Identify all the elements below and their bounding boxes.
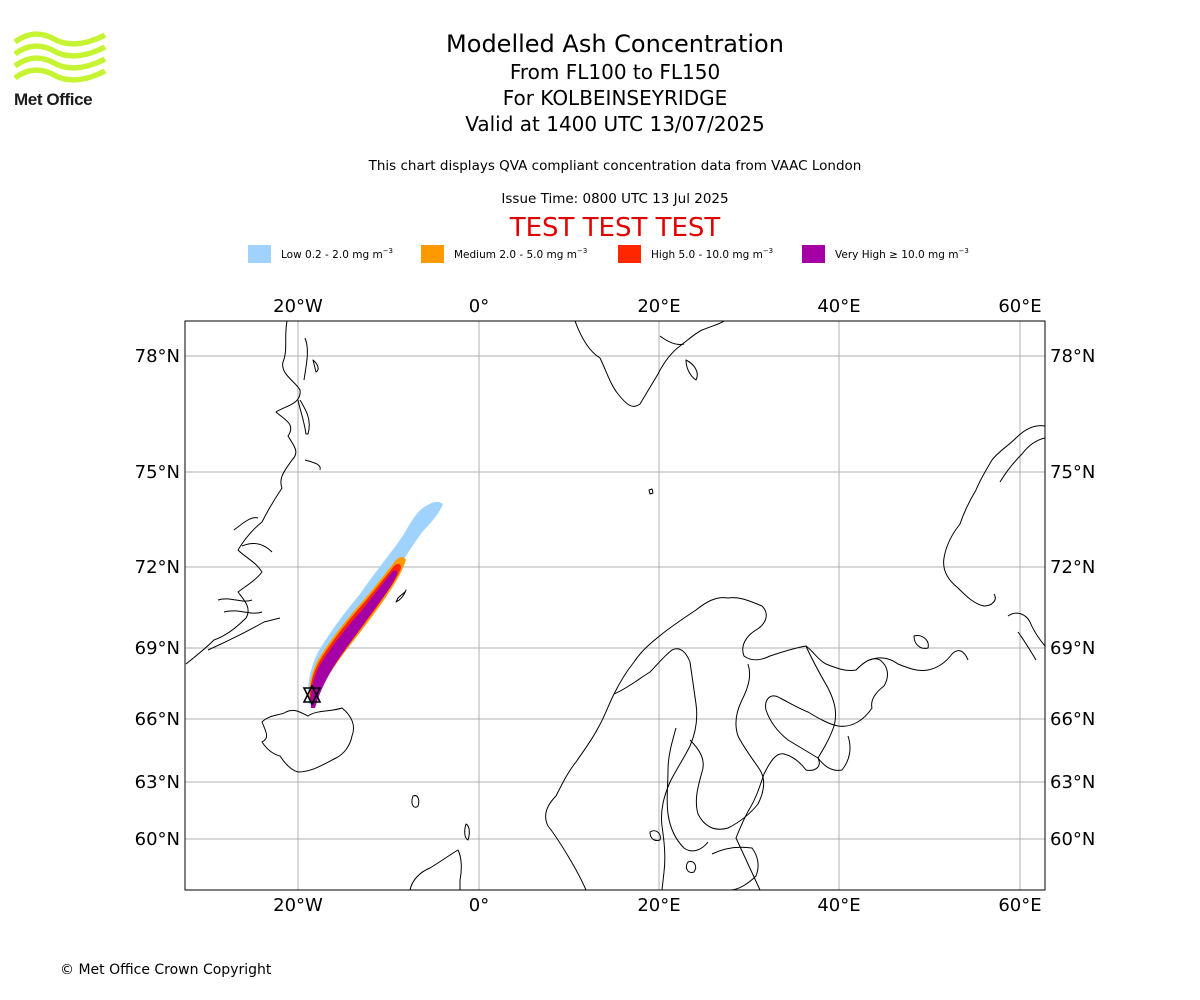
svalbard	[574, 321, 725, 407]
finland-coast	[689, 663, 765, 830]
legend-item-medium: Medium 2.0 - 5.0 mg m−3	[421, 244, 587, 264]
legend-item-very-high: Very High ≥ 10.0 mg m−3	[802, 244, 969, 264]
lat-tick-label: 66°N	[135, 709, 180, 730]
lon-tick-label: 20°E	[637, 296, 680, 317]
lat-tick-label: 69°N	[135, 638, 180, 659]
lon-tick-label: 20°W	[273, 895, 323, 916]
scandinavia-coast	[545, 597, 888, 890]
lat-tick-label: 75°N	[135, 462, 180, 483]
lon-tick-label: 20°E	[637, 895, 680, 916]
chart-title: Modelled Ash Concentration	[446, 30, 784, 58]
met-office-logo-icon	[14, 31, 107, 83]
legend-swatch	[248, 245, 271, 263]
greenland-coast	[185, 321, 301, 665]
legend-label: Medium 2.0 - 5.0 mg m−3	[454, 247, 588, 261]
lat-tick-label: 66°N	[1050, 709, 1095, 730]
legend-label: Low 0.2 - 2.0 mg m−3	[281, 247, 394, 261]
coastlines	[185, 321, 1045, 890]
copyright: © Met Office Crown Copyright	[60, 962, 272, 978]
chart-description: This chart displays QVA compliant concen…	[368, 158, 862, 174]
estonia-coast	[711, 846, 759, 890]
chart-header: Modelled Ash Concentration From FL100 to…	[0, 30, 1200, 137]
ash-plume-low	[308, 501, 443, 704]
white-sea-coast	[805, 645, 851, 771]
lat-tick-label: 78°N	[135, 346, 180, 367]
logo-name: Met Office	[14, 90, 93, 109]
lon-tick-label: 0°	[469, 895, 489, 916]
legend-swatch	[802, 245, 825, 263]
legend-item-high: High 5.0 - 10.0 mg m−3	[618, 244, 773, 264]
volcano-name: For KOLBEINSEYRIDGE	[502, 86, 728, 110]
lon-tick-label: 60°E	[998, 296, 1041, 317]
flight-levels: From FL100 to FL150	[509, 60, 721, 84]
ash-plume-very-high	[310, 570, 398, 708]
volcano-marker-icon	[302, 684, 322, 706]
lon-tick-label: 40°E	[817, 296, 860, 317]
legend-swatch	[421, 245, 444, 263]
iceland	[261, 707, 355, 773]
shetland	[464, 823, 470, 841]
lat-tick-label: 60°N	[1050, 829, 1095, 850]
faroe-islands	[411, 795, 420, 808]
lat-tick-label: 75°N	[1050, 462, 1095, 483]
scotland	[409, 849, 462, 890]
axis-labels: 20°W 20°W 0° 0° 20°E 20°E 40°E 40°E 60°E 60°E 78°N…	[135, 296, 1096, 916]
norway-sweden-border	[613, 648, 698, 890]
lat-tick-label: 63°N	[135, 772, 180, 793]
legend-swatch	[618, 245, 641, 263]
jan-mayen	[395, 589, 407, 603]
lat-tick-label: 69°N	[1050, 638, 1095, 659]
lat-tick-label: 78°N	[1050, 346, 1095, 367]
novaya-zemlya	[943, 425, 1045, 607]
lat-tick-label: 63°N	[1050, 772, 1095, 793]
graticule	[185, 321, 1045, 890]
lon-tick-label: 20°W	[273, 296, 323, 317]
legend-label: Very High ≥ 10.0 mg m−3	[835, 247, 969, 261]
gulf-of-bothnia	[666, 727, 709, 852]
gotland	[685, 861, 697, 873]
legend-label: High 5.0 - 10.0 mg m−3	[651, 247, 774, 261]
lon-tick-label: 60°E	[998, 895, 1041, 916]
legend-item-low: Low 0.2 - 2.0 mg m−3	[248, 244, 393, 264]
ash-plume	[308, 501, 443, 708]
test-banner: TEST TEST TEST	[509, 213, 721, 243]
issue-time: Issue Time: 0800 UTC 13 Jul 2025	[501, 191, 729, 207]
lon-tick-label: 40°E	[817, 895, 860, 916]
map-content	[185, 321, 1045, 890]
lat-tick-label: 60°N	[135, 829, 180, 850]
valid-time: Valid at 1400 UTC 13/07/2025	[465, 112, 765, 136]
lon-tick-label: 0°	[469, 296, 489, 317]
map-frame	[184, 320, 1046, 891]
lat-tick-label: 72°N	[1050, 557, 1095, 578]
lat-tick-label: 72°N	[135, 557, 180, 578]
